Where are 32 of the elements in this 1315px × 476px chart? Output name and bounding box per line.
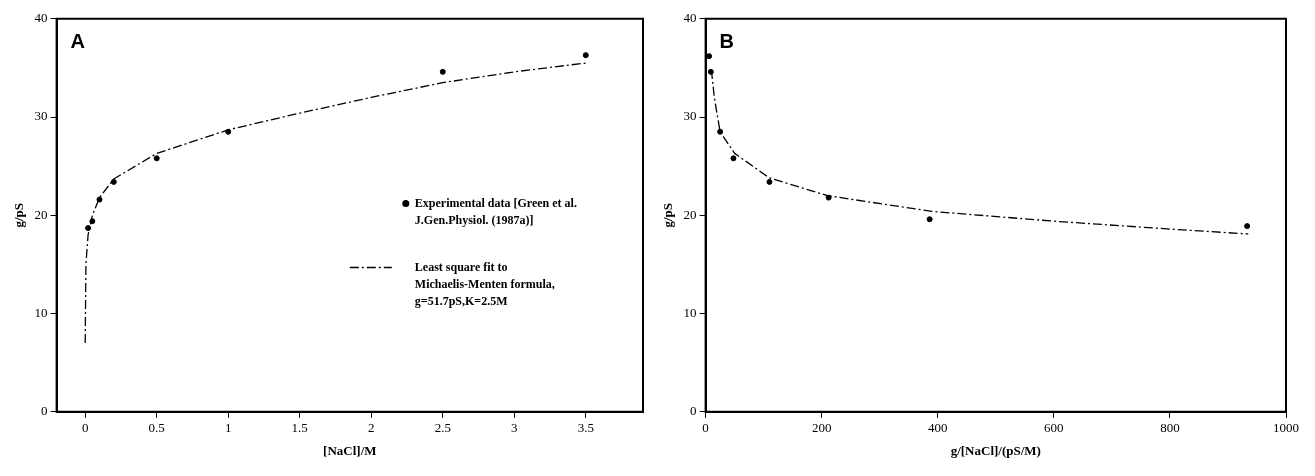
y-axis-title: g/pS (660, 203, 676, 228)
y-tick-label: 20 (683, 206, 697, 222)
x-tick-label: 2 (368, 420, 375, 436)
x-tick-label: 800 (1160, 420, 1180, 436)
y-tick-label: 30 (34, 108, 48, 124)
x-tick-label: 0 (81, 420, 89, 436)
x-tick-label: 400 (928, 420, 948, 436)
y-tick-label: 0 (41, 403, 48, 419)
y-tick-label: 40 (34, 10, 48, 26)
x-tick-label: 1 (224, 420, 232, 436)
y-tick-label: 10 (34, 304, 48, 320)
y-tick-label: 20 (34, 206, 48, 222)
x-tick-label: 3 (511, 420, 518, 436)
text: A (70, 30, 86, 53)
y-axis-title: g/pS (11, 203, 27, 228)
text: B (719, 30, 735, 53)
x-tick-label: 0 (702, 420, 709, 436)
y-tick-label: 30 (683, 108, 697, 124)
y-tick-label: 0 (690, 403, 697, 419)
legend-label: Experimental data [Green et al. J.Gen.Physiol. (1987a)] (414, 195, 577, 227)
x-tick-label: 1000 (1273, 420, 1299, 436)
legend-label: Least square fit to Michaelis-Menten formula, g=51.7pS,K=2.5M (414, 259, 555, 308)
y-tick-label: 40 (683, 10, 697, 26)
x-tick-label: 3.5 (577, 420, 594, 436)
y-tick-label: 10 (683, 304, 697, 320)
x-tick-label: 2.5 (434, 420, 451, 436)
x-tick-label: 1.5 (291, 420, 308, 436)
x-axis-title: [NaCl]/M (323, 442, 377, 458)
x-tick-label: 0.5 (148, 420, 165, 436)
x-tick-label: 600 (1044, 420, 1064, 436)
x-tick-label: 200 (811, 420, 832, 436)
x-axis-title: g/[NaCl]/(pS/M) (950, 442, 1041, 458)
